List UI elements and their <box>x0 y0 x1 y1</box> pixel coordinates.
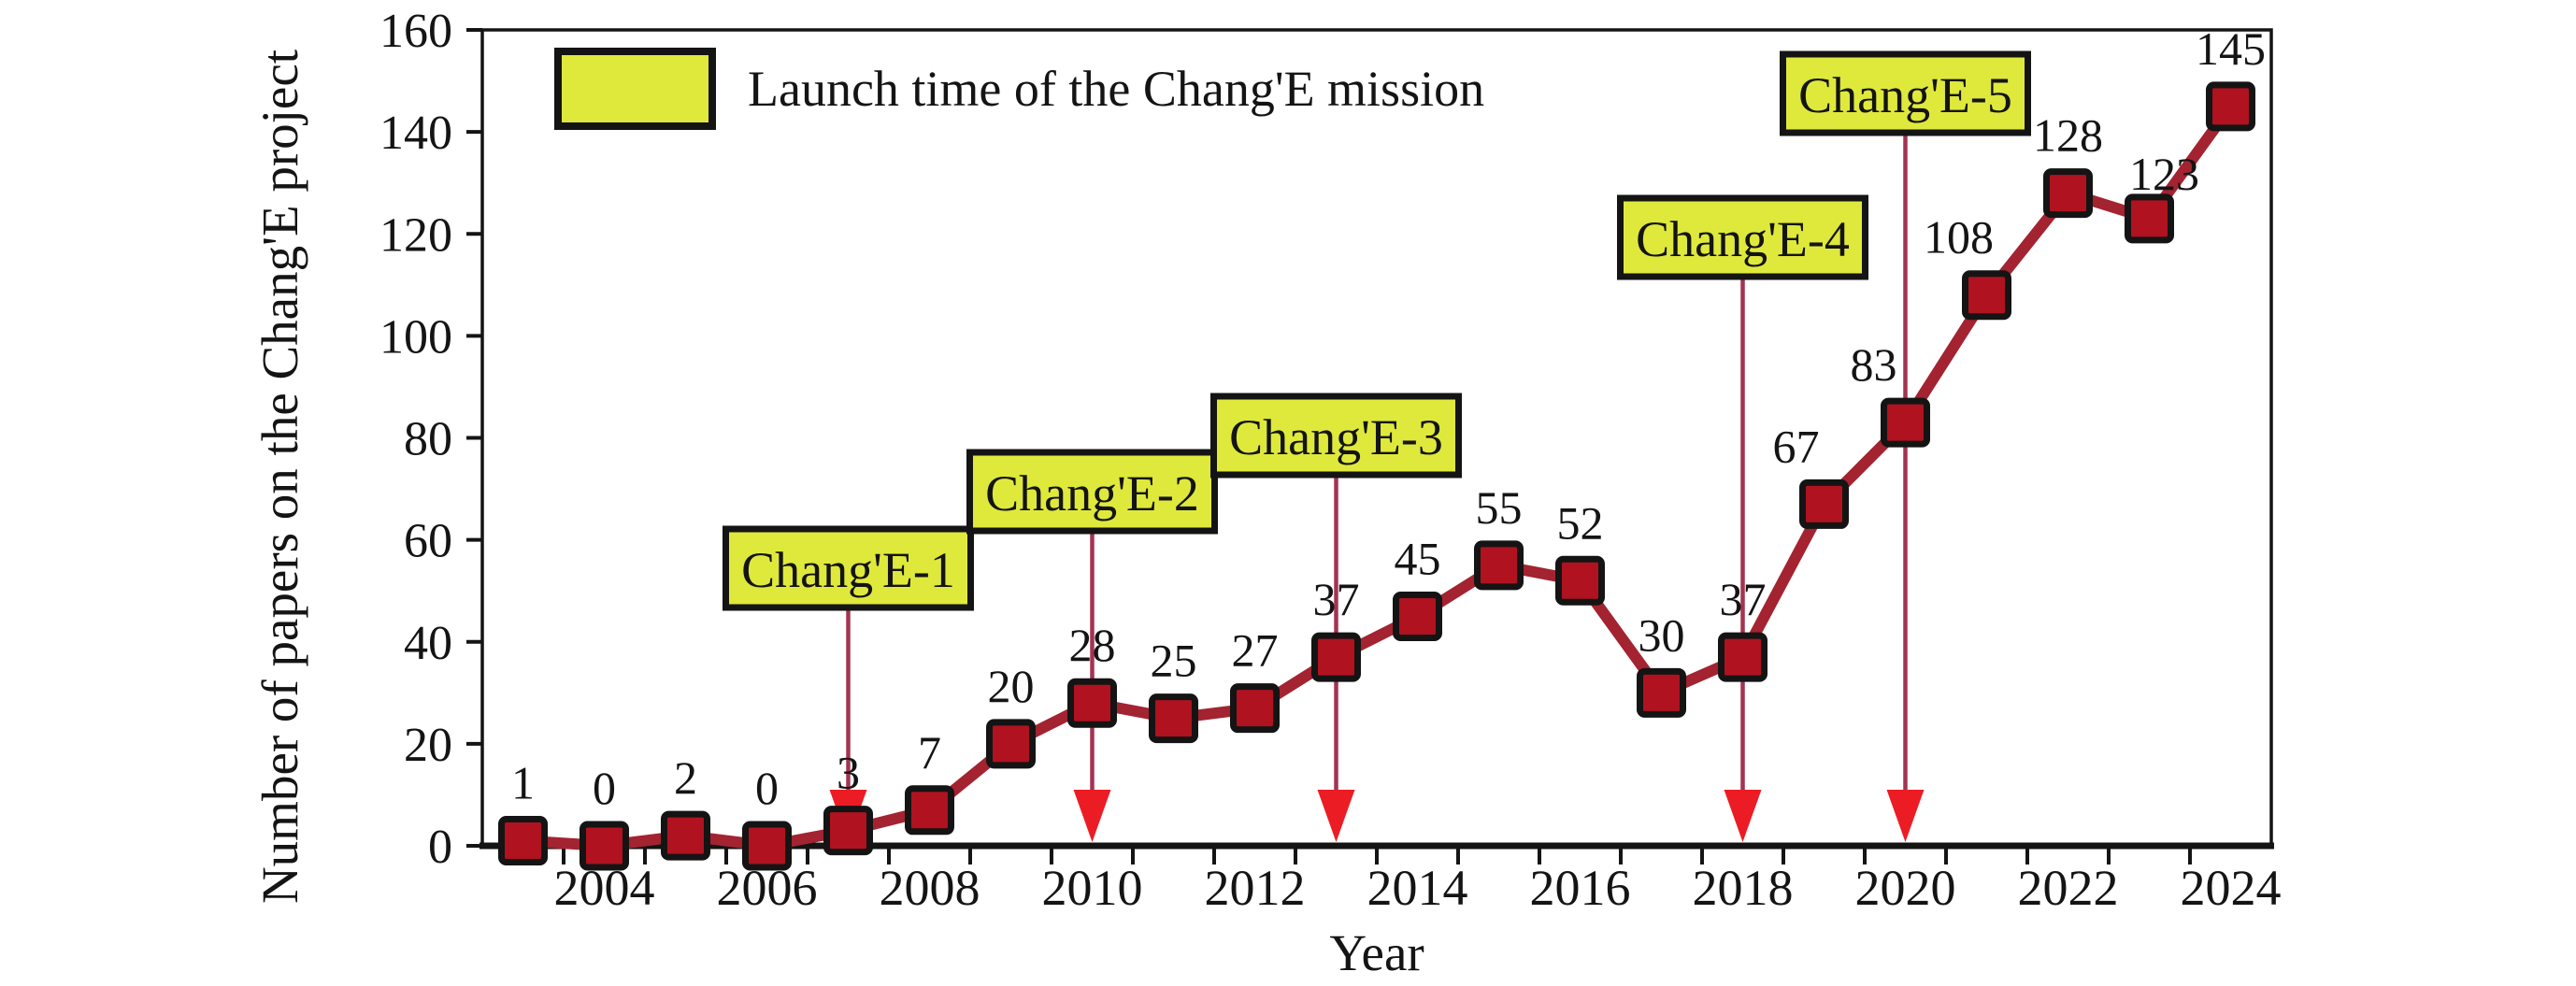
data-point-marker <box>661 810 710 861</box>
mission-label-box <box>1780 50 2031 136</box>
data-point-label: 52 <box>1557 496 1604 549</box>
data-point-marker <box>742 821 792 871</box>
x-tick-label: 2022 <box>2018 860 2119 916</box>
data-point-label: 25 <box>1151 635 1197 687</box>
data-point-label: 67 <box>1773 420 1820 472</box>
data-point-marker <box>2043 168 2093 219</box>
x-tick-label: 2020 <box>1855 860 1956 916</box>
data-point-marker <box>1230 683 1280 734</box>
launch-arrow-head-icon <box>1886 790 1925 842</box>
data-point-label: 123 <box>2129 148 2199 200</box>
mission-label-box <box>966 449 1218 535</box>
data-point-marker <box>2206 81 2255 132</box>
data-point-marker <box>1067 678 1117 728</box>
data-point-marker <box>905 785 954 836</box>
y-tick-label: 120 <box>379 208 452 262</box>
data-point-label: 108 <box>1924 211 1994 264</box>
data-point-marker <box>1311 632 1361 682</box>
series-line <box>517 100 2237 851</box>
data-point-marker <box>1718 632 1767 682</box>
data-point-label: 20 <box>988 660 1035 712</box>
launch-arrow-head-icon <box>1724 790 1762 842</box>
x-tick-label: 2008 <box>880 860 980 916</box>
data-point-label: 1 <box>511 757 535 809</box>
x-tick-label: 2016 <box>1530 860 1631 916</box>
data-point-label: 2 <box>674 751 697 804</box>
mission-label-box <box>1617 194 1868 280</box>
data-point-marker <box>1637 667 1686 718</box>
data-point-marker <box>986 719 1036 769</box>
x-axis-title: Year <box>1329 924 1424 981</box>
x-tick-label: 2012 <box>1205 860 1306 916</box>
data-point-marker <box>823 806 873 856</box>
data-point-label: 37 <box>1313 573 1360 625</box>
data-point-label: 3 <box>837 747 860 799</box>
mission-label: Chang'E-3 <box>1229 409 1443 465</box>
data-point-label: 37 <box>1720 573 1767 625</box>
data-point-marker <box>1881 397 1930 448</box>
data-point-marker <box>498 816 548 866</box>
data-point-label: 27 <box>1232 624 1279 677</box>
data-point-label: 145 <box>2196 22 2266 75</box>
x-tick-label: 2018 <box>1693 860 1794 916</box>
y-axis-title: Number of papers on the Chang'E project <box>251 50 308 904</box>
y-tick-label: 160 <box>379 5 452 58</box>
launch-arrow-head-icon <box>1317 790 1355 842</box>
data-point-label: 83 <box>1851 338 1897 391</box>
y-tick-label: 140 <box>379 107 452 160</box>
y-tick-label: 100 <box>379 310 452 364</box>
data-point-marker <box>2125 193 2174 244</box>
y-tick-label: 40 <box>404 617 452 670</box>
y-tick-label: 60 <box>404 515 452 568</box>
x-tick-label: 2010 <box>1042 860 1143 916</box>
data-point-label: 55 <box>1476 481 1523 534</box>
data-point-marker <box>1799 479 1849 529</box>
data-point-label: 128 <box>2033 109 2103 162</box>
mission-label: Chang'E-1 <box>741 542 955 598</box>
data-point-label: 28 <box>1069 619 1116 671</box>
launch-arrow-head-icon <box>1073 790 1111 842</box>
x-tick-label: 2024 <box>2181 860 2282 916</box>
y-tick-label: 80 <box>404 413 452 466</box>
y-tick-label: 20 <box>404 719 452 772</box>
data-point-marker <box>1474 540 1524 591</box>
data-point-marker <box>1393 591 1442 641</box>
data-point-label: 7 <box>918 726 941 779</box>
y-tick-label: 0 <box>428 821 452 874</box>
data-point-marker <box>1555 555 1605 606</box>
data-point-label: 0 <box>755 762 779 814</box>
mission-label: Chang'E-2 <box>985 465 1199 522</box>
mission-label: Chang'E-5 <box>1798 67 2012 123</box>
legend-label: Launch time of the Chang'E mission <box>748 61 1484 117</box>
data-point-marker <box>580 821 629 871</box>
mission-label-box <box>1210 393 1462 479</box>
data-point-label: 0 <box>593 762 616 814</box>
data-point-label: 45 <box>1395 532 1441 584</box>
legend-swatch <box>554 48 716 130</box>
data-point-marker <box>1149 693 1198 744</box>
mission-label: Chang'E-4 <box>1636 211 1850 267</box>
x-tick-label: 2014 <box>1367 860 1468 916</box>
mission-label-box <box>723 525 974 611</box>
data-point-label: 30 <box>1639 608 1685 661</box>
data-point-marker <box>1962 270 2011 321</box>
